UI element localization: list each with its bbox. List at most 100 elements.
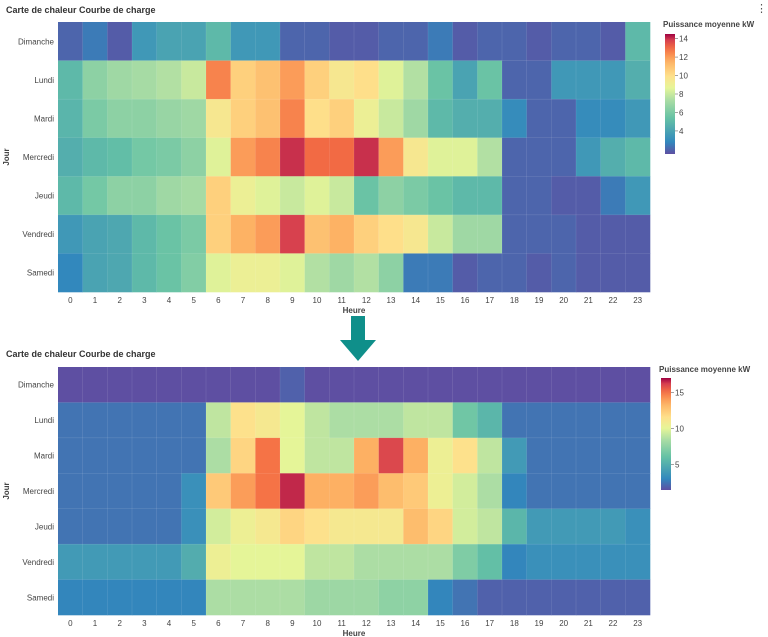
heatmap-cell[interactable] — [255, 137, 281, 177]
heatmap-cell[interactable] — [156, 176, 182, 216]
heatmap-cell[interactable] — [403, 402, 429, 439]
heatmap-cell[interactable] — [82, 437, 108, 474]
heatmap-cell[interactable] — [329, 367, 355, 403]
heatmap-cell[interactable] — [502, 22, 527, 61]
heatmap-cell[interactable] — [304, 137, 330, 177]
heatmap-cell[interactable] — [255, 367, 281, 403]
heatmap-cell[interactable] — [551, 137, 577, 177]
heatmap-cell[interactable] — [378, 367, 404, 403]
heatmap-cell[interactable] — [576, 99, 601, 139]
heatmap-cell[interactable] — [329, 22, 355, 61]
heatmap-cell[interactable] — [625, 214, 651, 254]
heatmap-cell[interactable] — [329, 508, 355, 545]
heatmap-cell[interactable] — [378, 508, 404, 545]
heatmap-cell[interactable] — [378, 99, 404, 139]
heatmap-cell[interactable] — [181, 437, 207, 474]
heatmap-cell[interactable] — [181, 544, 207, 580]
heatmap-cell[interactable] — [181, 402, 207, 439]
heatmap-cell[interactable] — [403, 22, 429, 61]
heatmap-cell[interactable] — [378, 544, 404, 580]
heatmap-cell[interactable] — [230, 544, 256, 580]
heatmap-cell[interactable] — [230, 214, 256, 254]
heatmap-cell[interactable] — [82, 508, 108, 545]
heatmap-cell[interactable] — [255, 473, 281, 510]
heatmap-cell[interactable] — [280, 137, 305, 177]
heatmap-cell[interactable] — [280, 508, 305, 545]
heatmap-cell[interactable] — [132, 437, 157, 474]
heatmap-cell[interactable] — [206, 176, 231, 216]
heatmap-cell[interactable] — [502, 253, 527, 293]
heatmap-cell[interactable] — [304, 22, 330, 61]
heatmap-cell[interactable] — [452, 176, 478, 216]
heatmap-cell[interactable] — [625, 137, 651, 177]
heatmap-cell[interactable] — [477, 508, 503, 545]
heatmap-cell[interactable] — [526, 60, 552, 100]
heatmap-cell[interactable] — [452, 544, 478, 580]
heatmap-cell[interactable] — [600, 60, 626, 100]
heatmap-cell[interactable] — [181, 99, 207, 139]
heatmap-cell[interactable] — [280, 99, 305, 139]
heatmap-cell[interactable] — [107, 402, 133, 439]
heatmap-cell[interactable] — [354, 402, 379, 439]
heatmap-cell[interactable] — [82, 579, 108, 616]
heatmap-cell[interactable] — [502, 473, 527, 510]
heatmap-cell[interactable] — [403, 544, 429, 580]
heatmap-cell[interactable] — [329, 99, 355, 139]
heatmap-cell[interactable] — [82, 60, 108, 100]
heatmap-cell[interactable] — [600, 508, 626, 545]
heatmap-cell[interactable] — [230, 22, 256, 61]
heatmap-cell[interactable] — [230, 579, 256, 616]
heatmap-cell[interactable] — [255, 402, 281, 439]
heatmap-cell[interactable] — [452, 253, 478, 293]
heatmap-cell[interactable] — [502, 579, 527, 616]
heatmap-cell[interactable] — [132, 579, 157, 616]
heatmap-cell[interactable] — [502, 60, 527, 100]
heatmap-cell[interactable] — [58, 544, 83, 580]
heatmap-cell[interactable] — [551, 437, 577, 474]
heatmap-cell[interactable] — [156, 367, 182, 403]
heatmap-cell[interactable] — [551, 579, 577, 616]
heatmap-cell[interactable] — [625, 402, 651, 439]
heatmap-cell[interactable] — [526, 508, 552, 545]
heatmap-cell[interactable] — [156, 99, 182, 139]
heatmap-cell[interactable] — [403, 437, 429, 474]
heatmap-cell[interactable] — [181, 508, 207, 545]
heatmap-cell[interactable] — [58, 437, 83, 474]
heatmap-cell[interactable] — [206, 473, 231, 510]
heatmap-cell[interactable] — [477, 137, 503, 177]
heatmap-cell[interactable] — [625, 22, 651, 61]
heatmap-cell[interactable] — [625, 437, 651, 474]
heatmap-cell[interactable] — [403, 214, 429, 254]
heatmap-cell[interactable] — [230, 60, 256, 100]
heatmap-cell[interactable] — [378, 437, 404, 474]
heatmap-cell[interactable] — [576, 437, 601, 474]
heatmap-cell[interactable] — [625, 99, 651, 139]
heatmap-cell[interactable] — [576, 60, 601, 100]
heatmap-cell[interactable] — [576, 214, 601, 254]
heatmap-cell[interactable] — [428, 99, 453, 139]
heatmap-cell[interactable] — [600, 253, 626, 293]
heatmap-cell[interactable] — [82, 214, 108, 254]
heatmap-cell[interactable] — [304, 579, 330, 616]
heatmap-cell[interactable] — [304, 60, 330, 100]
heatmap-cell[interactable] — [107, 579, 133, 616]
heatmap-cell[interactable] — [354, 253, 379, 293]
heatmap-cell[interactable] — [502, 437, 527, 474]
heatmap-cell[interactable] — [58, 473, 83, 510]
heatmap-cell[interactable] — [329, 253, 355, 293]
heatmap-cell[interactable] — [600, 402, 626, 439]
heatmap-cell[interactable] — [378, 176, 404, 216]
heatmap-cell[interactable] — [58, 99, 83, 139]
heatmap-cell[interactable] — [452, 367, 478, 403]
heatmap-cell[interactable] — [403, 60, 429, 100]
heatmap-cell[interactable] — [329, 473, 355, 510]
heatmap-cell[interactable] — [156, 60, 182, 100]
heatmap-cell[interactable] — [600, 437, 626, 474]
heatmap-cell[interactable] — [354, 137, 379, 177]
heatmap-cell[interactable] — [502, 508, 527, 545]
heatmap-cell[interactable] — [625, 473, 651, 510]
heatmap-cell[interactable] — [428, 60, 453, 100]
heatmap-cell[interactable] — [82, 473, 108, 510]
heatmap-cell[interactable] — [378, 137, 404, 177]
heatmap-cell[interactable] — [354, 367, 379, 403]
